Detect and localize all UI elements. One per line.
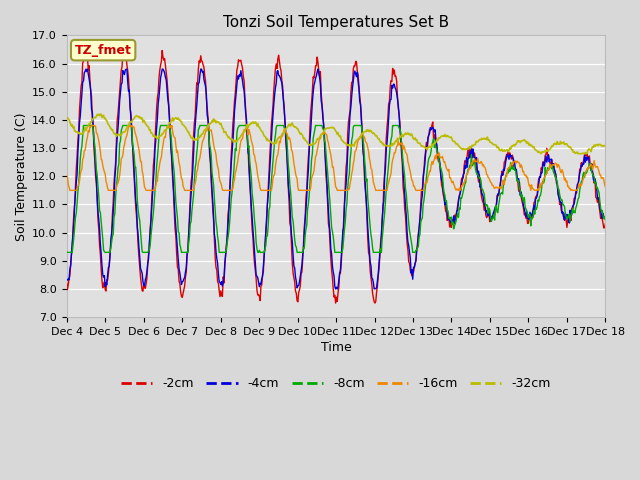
Y-axis label: Soil Temperature (C): Soil Temperature (C) bbox=[15, 112, 28, 240]
Text: TZ_fmet: TZ_fmet bbox=[75, 44, 132, 57]
X-axis label: Time: Time bbox=[321, 341, 351, 354]
Title: Tonzi Soil Temperatures Set B: Tonzi Soil Temperatures Set B bbox=[223, 15, 449, 30]
Legend: -2cm, -4cm, -8cm, -16cm, -32cm: -2cm, -4cm, -8cm, -16cm, -32cm bbox=[116, 372, 556, 396]
